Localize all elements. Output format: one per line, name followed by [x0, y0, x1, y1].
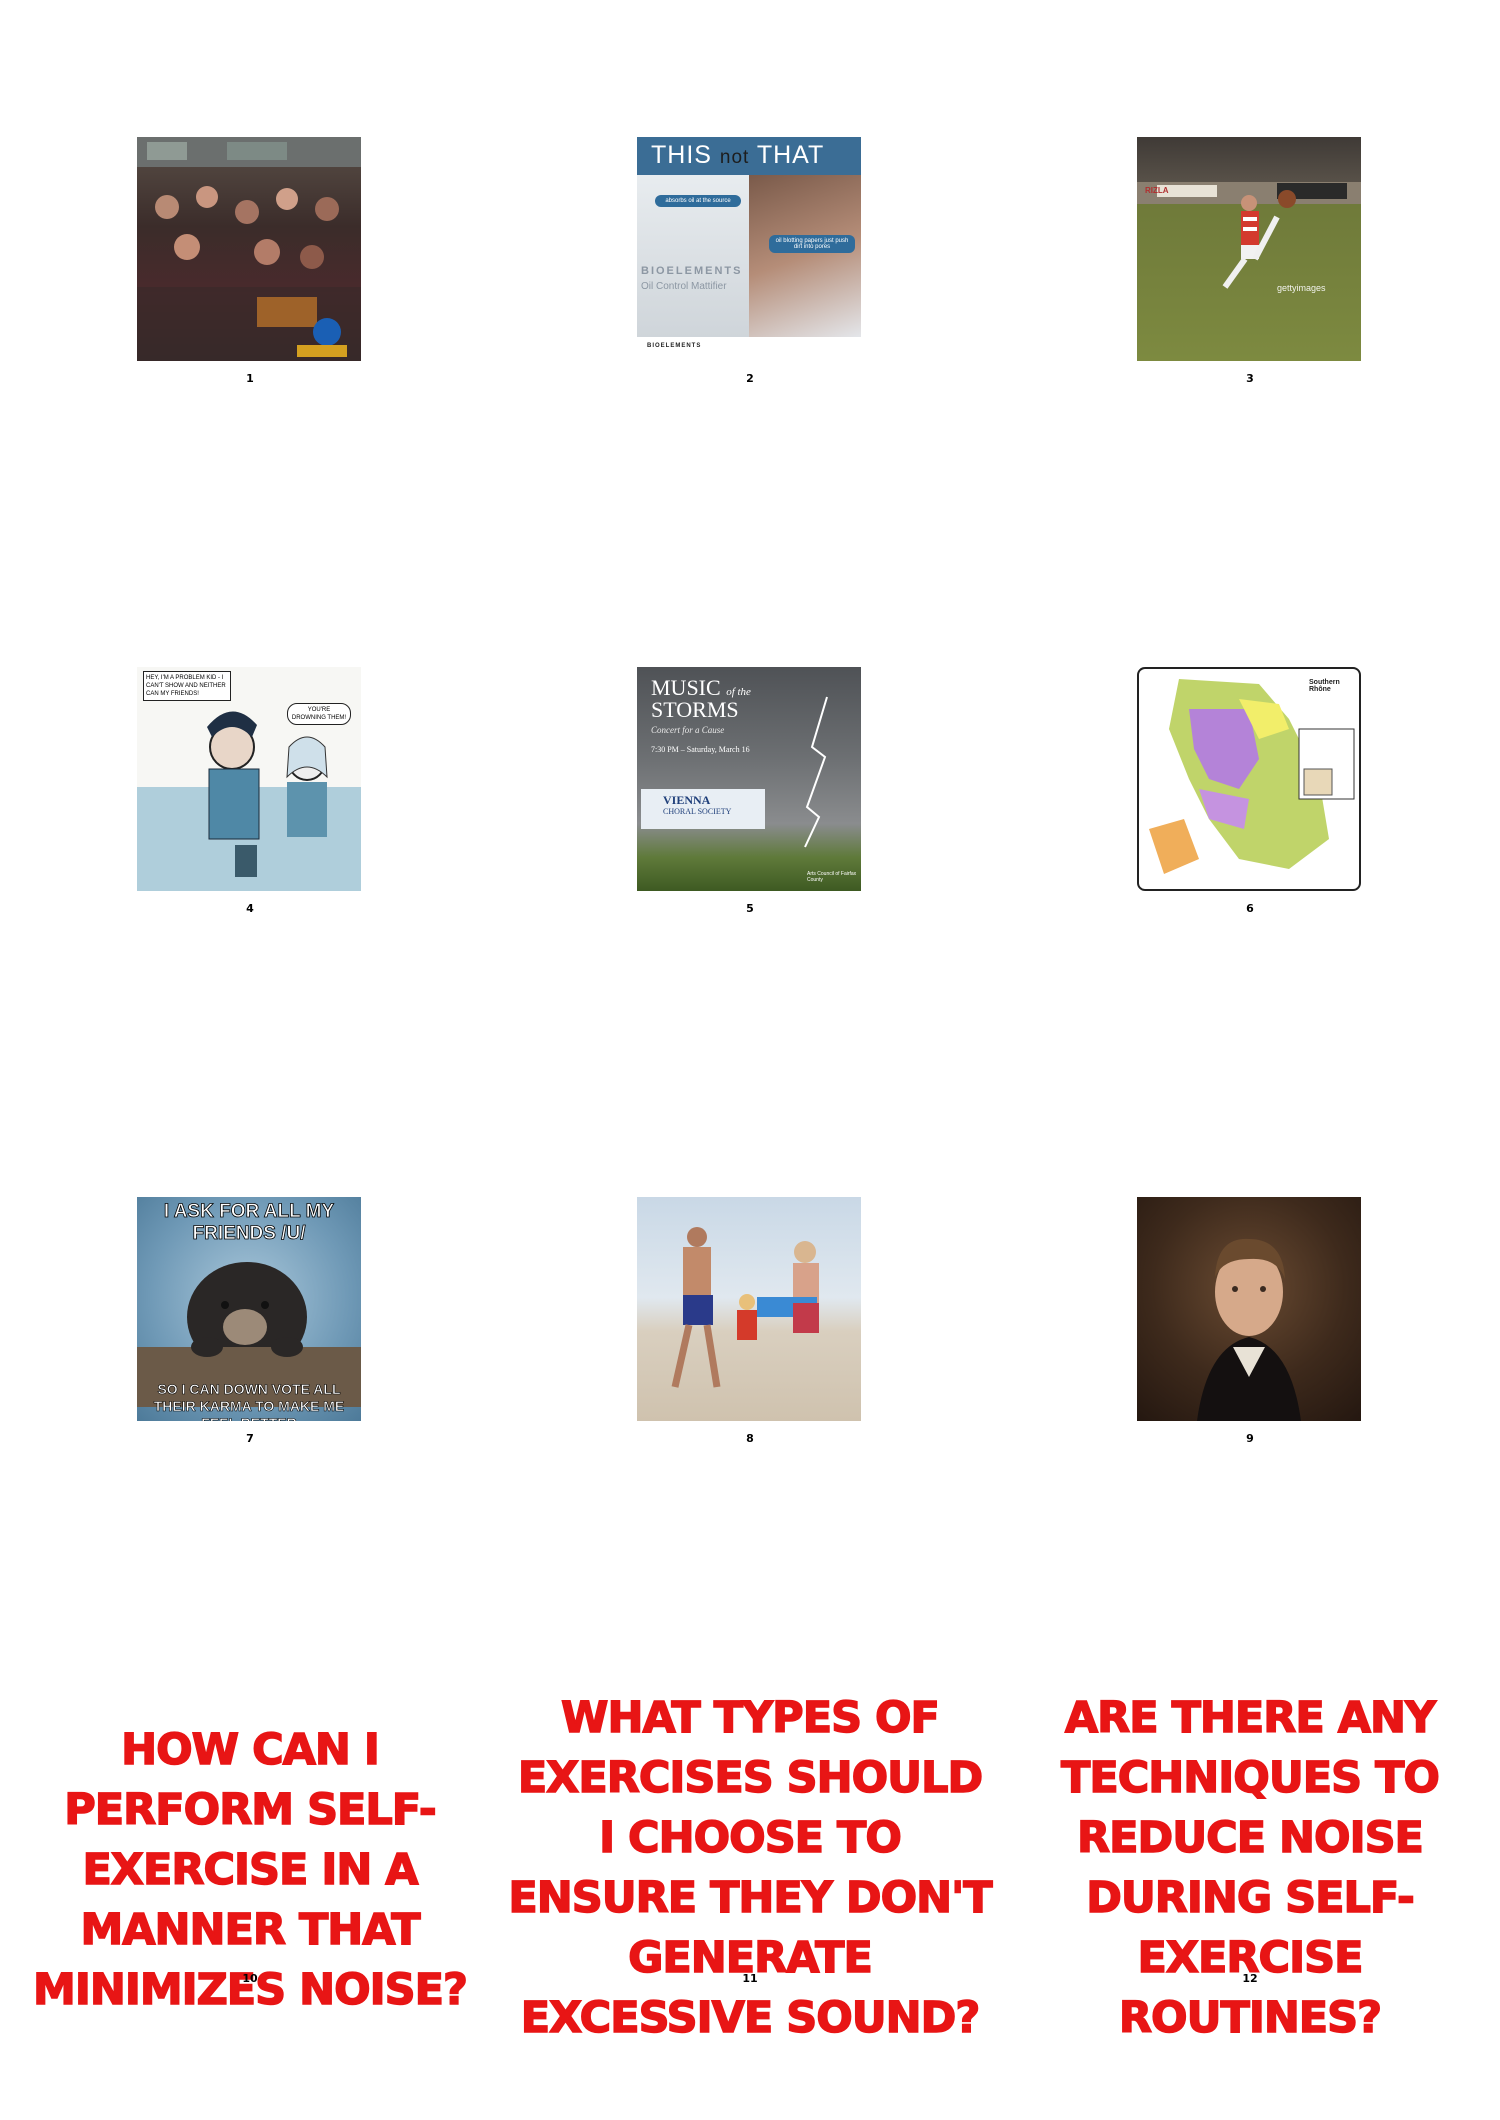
image-number: 5 [746, 902, 754, 915]
map-illustration [1149, 679, 1355, 874]
family-beach-photo [637, 1197, 861, 1421]
poster-org-box [641, 789, 765, 829]
image-number: 1 [246, 372, 254, 385]
image-number: 10 [242, 1972, 258, 1985]
ad-brand-on-jar: BIOELEMENTS [641, 265, 743, 277]
question-text: ARE THERE ANY TECHNIQUES TO REDUCE NOISE… [1060, 1692, 1440, 2044]
ad-headline-this: THIS [651, 141, 712, 169]
poster-sponsor: Arts Council of Fairfax County [807, 871, 857, 883]
meme-bottom-text: SO I CAN DOWN VOTE ALL THEIR KARMA TO MA… [153, 1381, 345, 1421]
map-title: Southern Rhône [1309, 679, 1340, 693]
comic-bubble-2: YOU'RE DROWNING THEM! [287, 703, 351, 725]
grid-cell-5: MUSIC of the STORMS Concert for a Cause … [500, 530, 1000, 1060]
grid-cell-6: Southern Rhône 6 [1000, 530, 1500, 1060]
poster-title-line2: STORMS [651, 697, 739, 722]
grid-cell-2: THIS not THAT absorbs oil at the source … [500, 0, 1000, 530]
grid-cell-11: WHAT TYPES OF EXERCISES SHOULD I CHOOSE … [500, 1590, 1000, 2120]
footballer-photo: RIZLA gettyimages [1137, 137, 1361, 361]
image-number: 12 [1242, 1972, 1258, 1985]
comic-drawing: HEY, I'M A PROBLEM KID - I CAN'T SHOW AN… [137, 667, 361, 891]
bear-meme: I ASK FOR ALL MY FRIENDS /U/ SO I CAN DO… [137, 1197, 361, 1421]
wine-map: Southern Rhône [1137, 667, 1361, 891]
beach-illustration [671, 1227, 819, 1388]
poster-title-line1: MUSIC [651, 675, 721, 700]
ad-headline-not: not [719, 147, 750, 168]
watermark-text: gettyimages [1277, 283, 1326, 293]
ad-bubble-1: absorbs oil at the source [655, 195, 741, 207]
poster-org: VIENNA [663, 793, 711, 807]
footballer-illustration [1137, 182, 1361, 289]
ad-footer-brand: BIOELEMENTS [647, 343, 702, 349]
comic-illustration [137, 711, 361, 891]
grid-cell-4: HEY, I'M A PROBLEM KID - I CAN'T SHOW AN… [0, 530, 500, 1060]
image-number: 3 [1246, 372, 1254, 385]
meme-top-text: I ASK FOR ALL MY FRIENDS /U/ [163, 1201, 335, 1245]
image-number: 11 [742, 1972, 758, 1985]
lightning-illustration [804, 696, 828, 848]
face-photo [749, 175, 861, 337]
image-number: 9 [1246, 1432, 1254, 1445]
grid-cell-8: 8 [500, 1060, 1000, 1590]
photo-crowd-store [137, 137, 361, 361]
portrait-illustration [1197, 1238, 1301, 1421]
image-number: 2 [746, 372, 754, 385]
skincare-ad: THIS not THAT absorbs oil at the source … [637, 137, 861, 361]
grid-cell-9: 9 [1000, 1060, 1500, 1590]
poster-title-of: of the [726, 686, 751, 698]
grid-cell-12: ARE THERE ANY TECHNIQUES TO REDUCE NOISE… [1000, 1590, 1500, 2120]
ad-header-bar [637, 137, 861, 175]
portrait-painting [1137, 1197, 1361, 1421]
poster-date: 7:30 PM – Saturday, March 16 [651, 745, 750, 754]
ad-headline-that: THAT [756, 141, 825, 169]
crowd-illustration [137, 137, 361, 361]
question-text: WHAT TYPES OF EXERCISES SHOULD I CHOOSE … [508, 1692, 994, 2044]
poster-title: MUSIC of the [651, 675, 751, 701]
grid-cell-3: RIZLA gettyimages 3 [1000, 0, 1500, 530]
comic-bubble-1: HEY, I'M A PROBLEM KID - I CAN'T SHOW AN… [143, 671, 231, 701]
grid-cell-7: I ASK FOR ALL MY FRIENDS /U/ SO I CAN DO… [0, 1060, 500, 1590]
poster-subtitle: Concert for a Cause [651, 725, 725, 735]
concert-poster: MUSIC of the STORMS Concert for a Cause … [637, 667, 861, 891]
image-number: 6 [1246, 902, 1254, 915]
image-number: 8 [746, 1432, 754, 1445]
question-text: HOW CAN I PERFORM SELF-EXERCISE IN A MAN… [32, 1724, 468, 2016]
stadium-banner-text: RIZLA [1145, 186, 1169, 195]
image-number: 4 [246, 902, 254, 915]
ad-product-name: Oil Control Mattifier [641, 281, 727, 292]
grid-cell-10: HOW CAN I PERFORM SELF-EXERCISE IN A MAN… [0, 1590, 500, 2120]
grid-cell-1: 1 [0, 0, 500, 530]
bear-illustration [137, 1262, 361, 1407]
ad-bubble-2: oil blotting papers just push dirt into … [769, 235, 855, 253]
poster-org2: CHORAL SOCIETY [663, 807, 732, 816]
image-number: 7 [246, 1432, 254, 1445]
ad-headline: THIS not THAT [651, 141, 824, 170]
